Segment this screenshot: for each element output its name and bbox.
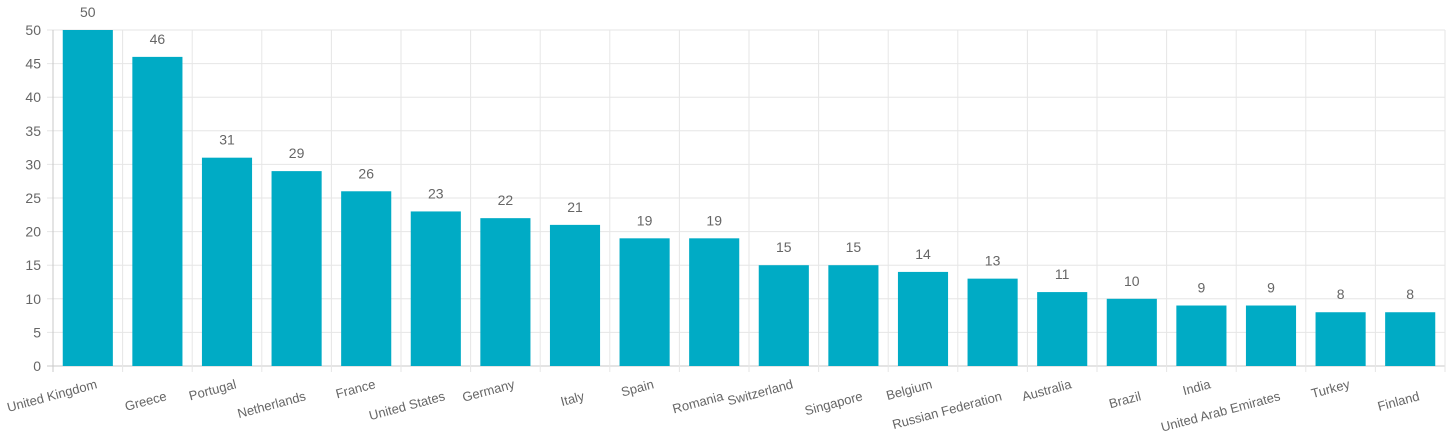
x-tick-label: United Kingdom: [5, 376, 98, 414]
data-label: 15: [776, 239, 792, 255]
data-label: 19: [706, 212, 722, 228]
x-tick-label: Germany: [461, 376, 517, 404]
x-tick-label: Spain: [619, 376, 655, 399]
y-tick-label: 15: [25, 257, 41, 273]
x-tick-label: Switzerland: [726, 376, 795, 408]
data-label: 50: [80, 4, 96, 20]
data-label: 22: [498, 192, 514, 208]
x-tick-label: Greece: [123, 388, 168, 414]
bar[interactable]: [271, 171, 322, 366]
x-tick-label: Finland: [1376, 388, 1421, 414]
y-tick-label: 35: [25, 123, 41, 139]
bar[interactable]: [201, 157, 253, 366]
x-tick-label: Belgium: [885, 376, 934, 403]
data-label: 14: [915, 246, 931, 262]
data-label: 8: [1406, 286, 1414, 302]
chart-grid: [47, 29, 1446, 372]
x-tick-label: United States: [367, 388, 447, 423]
y-tick-label: 50: [25, 22, 41, 38]
data-label: 15: [846, 239, 862, 255]
data-label: 9: [1198, 280, 1206, 296]
bar[interactable]: [967, 278, 1018, 366]
bar[interactable]: [897, 271, 949, 366]
data-label: 11: [1055, 266, 1070, 282]
x-tick-label: India: [1181, 376, 1213, 398]
bar[interactable]: [1037, 292, 1088, 366]
bar[interactable]: [410, 211, 461, 366]
x-tick-label: Netherlands: [236, 388, 308, 421]
x-tick-label: Singapore: [803, 388, 864, 418]
bar[interactable]: [1315, 312, 1366, 366]
bar[interactable]: [1176, 305, 1227, 366]
bar[interactable]: [689, 238, 740, 366]
bars: [62, 30, 1436, 366]
x-tick-label: Turkey: [1310, 376, 1352, 401]
y-axis: 0 5 10 15 20 25 30 35 40 45 50: [25, 22, 41, 374]
bar[interactable]: [341, 191, 392, 366]
y-tick-label: 0: [33, 358, 41, 374]
bar[interactable]: [619, 238, 670, 366]
x-tick-label: France: [334, 376, 377, 401]
bar[interactable]: [549, 224, 601, 366]
x-tick-label: Portugal: [187, 376, 238, 403]
data-label: 29: [289, 145, 305, 161]
data-label: 10: [1124, 273, 1140, 289]
bar[interactable]: [480, 218, 531, 366]
x-tick-label: United Arab Emirates: [1159, 388, 1282, 434]
bar[interactable]: [132, 56, 183, 366]
y-tick-label: 25: [25, 190, 41, 206]
bar[interactable]: [1385, 312, 1436, 366]
data-label: 23: [428, 185, 444, 201]
y-tick-label: 45: [25, 56, 41, 72]
data-label: 19: [637, 212, 653, 228]
data-label: 46: [150, 31, 166, 47]
data-labels: 50 46 31 29 26 23 22 21 19 19 15 15 14 13 11 10 9 9 8 8: [80, 4, 1414, 302]
data-label: 31: [219, 132, 235, 148]
y-tick-label: 20: [25, 224, 41, 240]
data-label: 13: [985, 253, 1001, 269]
bar[interactable]: [828, 265, 879, 366]
data-label: 9: [1267, 280, 1275, 296]
x-tick-label: Romania: [671, 388, 726, 416]
bar[interactable]: [62, 30, 113, 366]
bar[interactable]: [1245, 305, 1297, 366]
y-tick-label: 10: [25, 291, 41, 307]
x-tick-label: Brazil: [1107, 388, 1142, 411]
y-tick-label: 30: [25, 156, 41, 172]
y-tick-label: 40: [25, 89, 41, 105]
bar[interactable]: [758, 265, 809, 366]
y-tick-label: 5: [33, 324, 41, 340]
data-label: 8: [1337, 286, 1345, 302]
data-label: 21: [567, 199, 583, 215]
x-tick-label: Australia: [1020, 376, 1073, 404]
x-tick-label: Italy: [559, 388, 586, 409]
data-label: 26: [358, 165, 374, 181]
bar[interactable]: [1106, 298, 1157, 366]
